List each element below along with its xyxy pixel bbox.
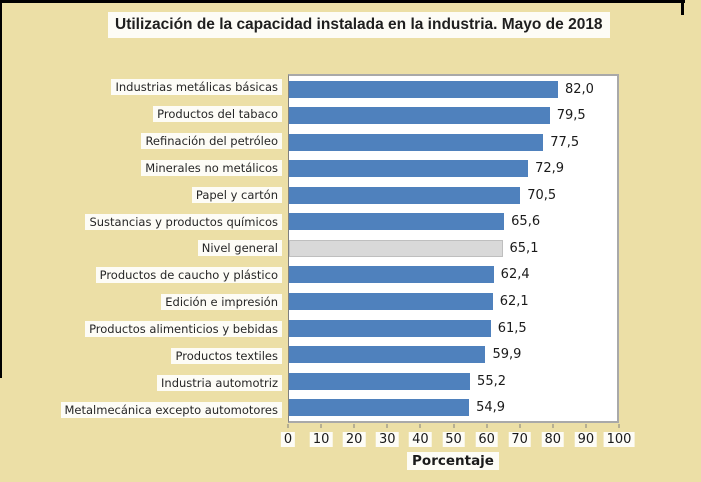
x-axis: 0 10 20 30 40 50 60 70 80 90 100 — [280, 423, 635, 449]
bar-row: 72,9 — [289, 156, 617, 183]
category-label: Metalmecánica excepto automotores — [60, 401, 282, 418]
x-tick-mark — [353, 424, 355, 428]
category-label: Industrias metálicas básicas — [111, 79, 282, 96]
x-tick-label: 10 — [309, 432, 333, 447]
highlight-bar — [289, 239, 503, 257]
x-tick-label: 50 — [442, 432, 465, 447]
category-label-row: Minerales no metálicos — [0, 155, 283, 182]
category-label: Edición e impresión — [161, 294, 282, 311]
x-tick-mark — [585, 424, 587, 428]
bar — [289, 160, 529, 178]
bar-row: 59,9 — [289, 341, 617, 368]
x-tick-mark — [618, 424, 620, 428]
bar — [289, 399, 470, 417]
bar-value-label: 61,5 — [497, 320, 527, 336]
bar-row: 65,1 — [289, 235, 617, 262]
x-tick-mark — [419, 424, 421, 428]
category-label: Refinación del petróleo — [141, 133, 282, 150]
bar — [289, 346, 486, 364]
bar-value-label: 55,2 — [477, 373, 506, 389]
category-label-row: Industria automotriz — [0, 369, 283, 396]
category-label-row: Industrias metálicas básicas — [0, 74, 283, 101]
bar — [289, 293, 493, 311]
category-label: Productos de caucho y plástico — [95, 267, 282, 284]
bar-value-label: 65,1 — [509, 240, 539, 256]
x-tick-mark — [552, 424, 554, 428]
bar-row: 62,1 — [289, 288, 617, 315]
x-tick-label: 70 — [508, 432, 531, 447]
bar — [289, 266, 494, 284]
category-axis: Industrias metálicas básicas Productos de… — [0, 74, 283, 423]
plot-area: 82,0 79,5 77,5 72,9 70,5 65,6 65,1 62,4 62,1 61,5… — [288, 74, 619, 423]
category-label: Nivel general — [197, 240, 282, 257]
bar — [289, 133, 544, 151]
x-tick-mark — [287, 424, 289, 428]
x-tick-label: 90 — [574, 432, 598, 447]
bar-value-label: 62,1 — [499, 294, 529, 310]
bar-value-label: 79,5 — [556, 108, 586, 124]
bar-row: 65,6 — [289, 209, 617, 236]
x-tick-mark — [519, 424, 521, 428]
category-label: Industria automotriz — [157, 374, 282, 391]
category-label-row: Papel y cartón — [0, 181, 283, 208]
bar-row: 82,0 — [289, 76, 617, 103]
x-tick-label: 30 — [376, 432, 399, 447]
category-label: Minerales no metálicos — [141, 159, 282, 176]
category-label-row: Sustancias y productos químicos — [0, 208, 283, 235]
bar — [289, 107, 550, 125]
category-label-row: Productos alimenticios y bebidas — [0, 316, 283, 343]
bar-row: 77,5 — [289, 129, 617, 156]
bar-value-label: 82,0 — [564, 81, 594, 97]
chart-title: Utilización de la capacidad instalada en… — [108, 12, 610, 38]
bar-value-label: 70,5 — [527, 187, 557, 203]
bar-value-label: 77,5 — [550, 134, 580, 150]
bar-value-label: 72,9 — [535, 161, 565, 177]
x-tick-label: 60 — [475, 432, 498, 447]
bar — [289, 186, 521, 204]
x-tick-mark — [453, 424, 454, 428]
category-label-row: Metalmecánica excepto automotores — [0, 396, 283, 423]
x-tick-label: 20 — [342, 432, 366, 447]
category-label: Productos del tabaco — [153, 106, 282, 123]
x-tick-mark — [320, 424, 322, 428]
category-label-row: Productos del tabaco — [0, 101, 283, 128]
bar-row: 61,5 — [289, 315, 617, 342]
category-label: Papel y cartón — [191, 186, 282, 203]
bar-row: 79,5 — [289, 103, 617, 130]
x-tick-label: 0 — [280, 432, 296, 447]
bar — [289, 372, 471, 390]
category-label: Productos textiles — [171, 347, 282, 364]
bar — [289, 319, 491, 337]
bar-value-label: 59,9 — [492, 347, 522, 363]
category-label-row: Refinación del petróleo — [0, 128, 283, 155]
x-tick-mark — [386, 424, 388, 428]
category-label: Productos alimenticios y bebidas — [85, 321, 282, 338]
bar-row: 70,5 — [289, 182, 617, 209]
x-tick-label: 40 — [409, 432, 432, 447]
page-border-top — [0, 0, 685, 3]
page-border-right — [681, 0, 684, 15]
category-label-row: Productos textiles — [0, 342, 283, 369]
page-border-left — [0, 0, 2, 378]
x-tick-mark — [486, 424, 488, 428]
bar — [289, 213, 505, 231]
category-label-row: Productos de caucho y plástico — [0, 262, 283, 289]
bar-row: 62,4 — [289, 262, 617, 289]
bar-value-label: 62,4 — [500, 267, 530, 283]
x-tick-label: 80 — [541, 432, 565, 447]
bar-row: 54,9 — [289, 394, 617, 421]
category-label-row: Nivel general — [0, 235, 283, 262]
x-axis-title: Porcentaje — [407, 452, 499, 470]
category-label: Sustancias y productos químicos — [85, 213, 282, 230]
bar-row: 55,2 — [289, 368, 617, 395]
x-tick-label: 100 — [603, 432, 635, 447]
category-label-row: Edición e impresión — [0, 289, 283, 316]
bar-value-label: 54,9 — [476, 400, 506, 416]
bar — [289, 80, 558, 98]
bar-value-label: 65,6 — [511, 214, 541, 230]
